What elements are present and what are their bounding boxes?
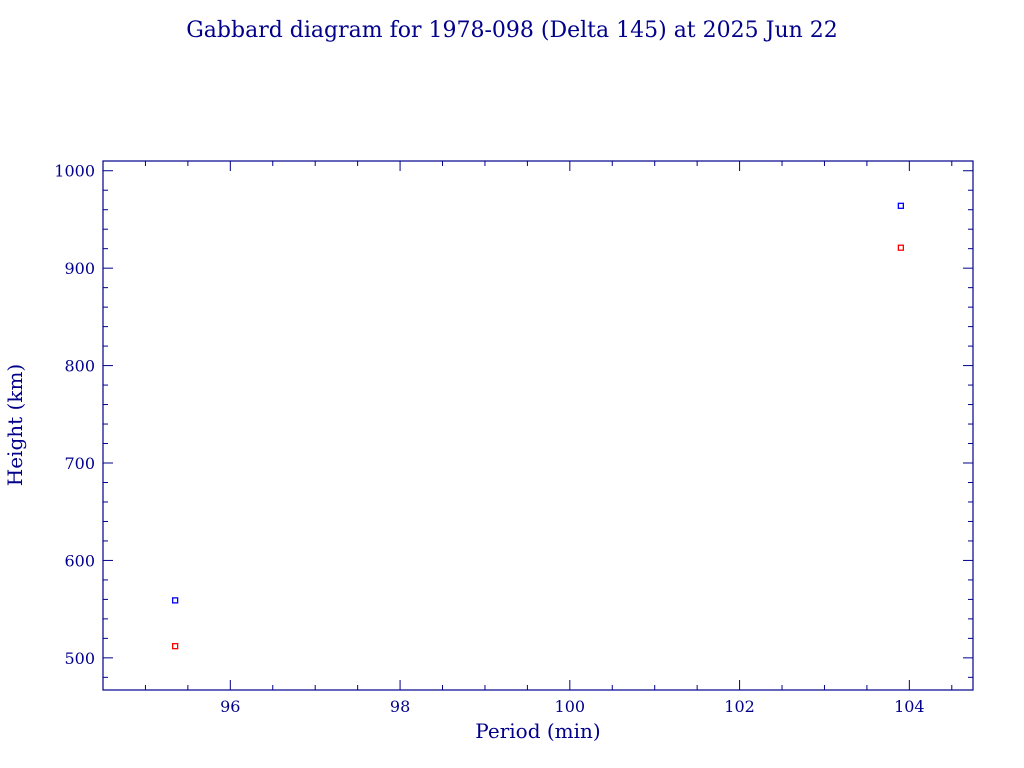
data-point xyxy=(897,244,905,251)
y-tick-label: 800 xyxy=(64,357,95,376)
x-tick-label: 98 xyxy=(390,697,410,716)
data-point xyxy=(171,643,179,650)
y-tick-label: 700 xyxy=(64,454,95,473)
y-tick-label: 500 xyxy=(64,649,95,668)
x-axis-label: Period (min) xyxy=(475,719,600,743)
y-tick-label: 600 xyxy=(64,551,95,570)
y-axis: 500 600 700 800 900 1000 xyxy=(54,162,973,678)
y-axis-label: Height (km) xyxy=(3,364,27,486)
x-tick-label: 96 xyxy=(220,697,240,716)
x-axis: 96 98 100 102 104 xyxy=(102,161,953,716)
data-point xyxy=(897,202,905,209)
plot-frame xyxy=(102,160,974,691)
y-tick-label: 1000 xyxy=(54,162,95,181)
data-point xyxy=(171,597,179,604)
chart-title: Gabbard diagram for 1978-098 (Delta 145)… xyxy=(186,18,838,43)
x-tick-label: 102 xyxy=(724,697,755,716)
x-tick-label: 104 xyxy=(894,697,925,716)
y-tick-label: 900 xyxy=(64,259,95,278)
data-points xyxy=(171,202,905,650)
x-tick-label: 100 xyxy=(555,697,586,716)
